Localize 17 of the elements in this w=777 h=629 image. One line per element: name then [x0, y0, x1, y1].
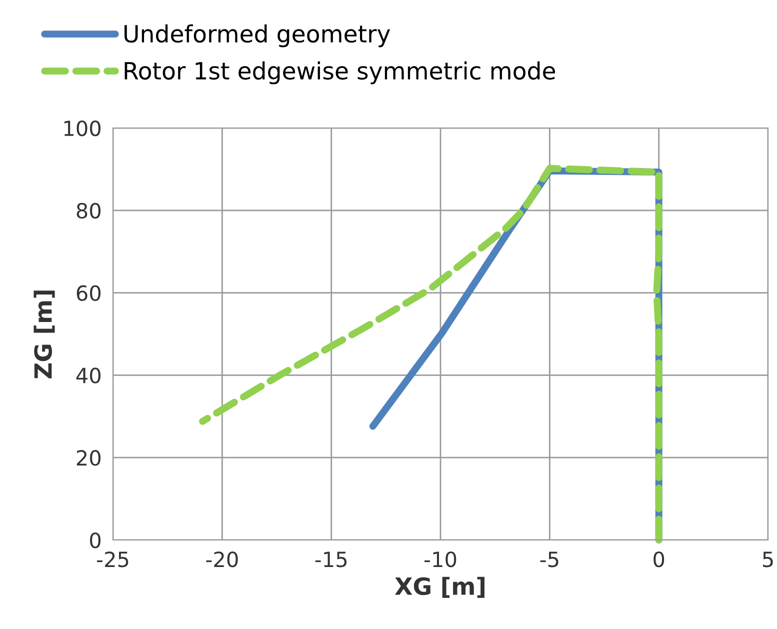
x-tick-label: -25 — [97, 551, 128, 568]
y-tick-label: 60 — [76, 285, 101, 302]
legend-label: Undeformed geometry — [124, 24, 390, 48]
x-axis-title: XG [m] — [394, 576, 484, 598]
y-tick-label: 40 — [76, 368, 101, 384]
y-tick-label: 20 — [76, 450, 101, 466]
x-tick-label: 5 — [762, 552, 773, 568]
y-axis-title: ZG [m] — [34, 290, 55, 378]
x-tick-label: -20 — [206, 551, 238, 568]
x-tick-label: -15 — [315, 552, 347, 568]
legend-label: Rotor 1st edgewise symmetric mode — [124, 61, 556, 84]
x-tick-label: 0 — [654, 551, 664, 568]
y-tick-label: 100 — [64, 120, 101, 136]
y-tick-label: 80 — [76, 202, 101, 219]
x-tick-label: -5 — [540, 552, 558, 568]
y-tick-label: 0 — [90, 532, 101, 548]
x-tick-label: -10 — [424, 551, 456, 568]
